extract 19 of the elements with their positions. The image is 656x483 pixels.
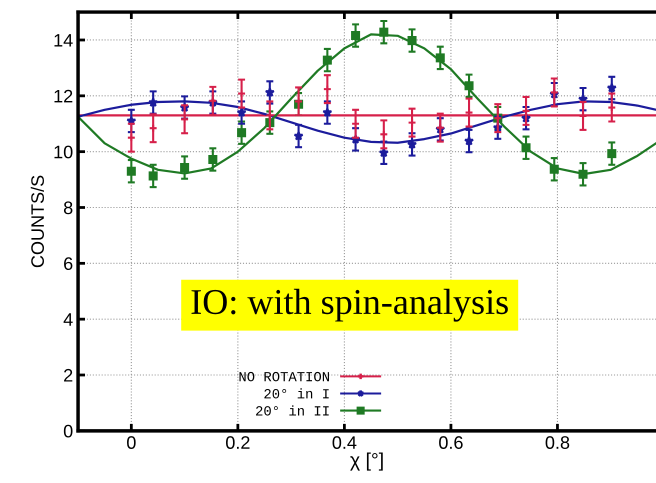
y-axis-title: COUNTS/S xyxy=(30,176,44,268)
x-axis-title: χ [°] xyxy=(350,452,383,471)
legend-label: 20° in II xyxy=(256,405,329,416)
x-tick-label: 0.8 xyxy=(546,436,570,449)
legend-label: 20° in I xyxy=(264,388,329,398)
y-tick-label: 8 xyxy=(64,201,72,214)
y-tick-label: 14 xyxy=(54,34,73,47)
y-tick-label: 0 xyxy=(64,424,72,438)
x-tick-label: 0.4 xyxy=(332,436,356,449)
y-tick-label: 10 xyxy=(54,146,72,158)
x-tick-label: 0 xyxy=(127,436,136,449)
y-tick-label: 4 xyxy=(64,313,73,326)
x-tick-label: 0.2 xyxy=(226,436,250,449)
y-tick-label: 12 xyxy=(54,90,72,102)
y-tick-label: 6 xyxy=(64,257,72,270)
legend-label: NO ROTATION xyxy=(239,372,329,382)
annotation: IO: with spin-analysis xyxy=(192,288,508,322)
x-tick-label: 0.6 xyxy=(439,436,463,449)
y-tick-label: 2 xyxy=(64,368,72,382)
